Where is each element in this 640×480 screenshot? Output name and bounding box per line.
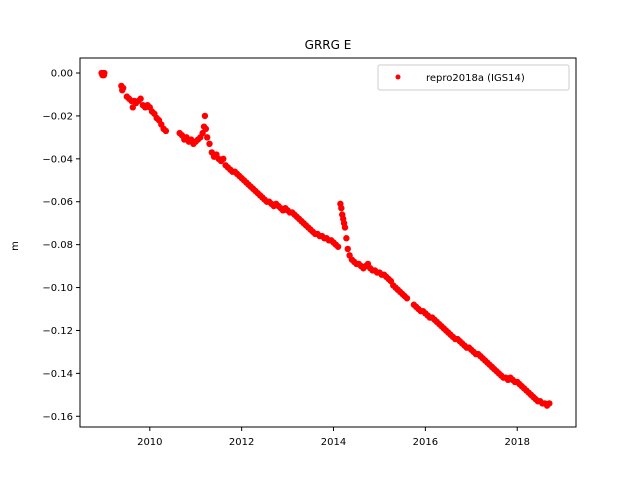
y-tick-label: −0.06	[42, 197, 73, 208]
x-tick-label: 2012	[229, 437, 254, 448]
y-tick-label: −0.08	[42, 240, 73, 251]
data-point	[162, 127, 170, 135]
y-tick-label: −0.02	[42, 111, 73, 122]
plot-area	[79, 57, 577, 428]
legend-label: repro2018a (IGS14)	[426, 73, 525, 84]
data-point	[403, 295, 411, 302]
legend-marker	[395, 74, 401, 80]
y-axis-label: m	[10, 241, 21, 251]
legend: repro2018a (IGS14)	[377, 64, 570, 91]
data-point	[338, 204, 345, 212]
y-tick-label: 0.00	[51, 69, 73, 80]
data-point	[202, 125, 210, 132]
x-tick-label: 2010	[137, 437, 162, 448]
data-point	[220, 155, 227, 163]
data-point	[546, 400, 553, 407]
y-tick-label: −0.12	[42, 326, 73, 337]
y-axis: 0.00 −0.02 −0.04 −0.06 −0.08 −0.10 −0.12 −0.14 −…	[42, 69, 80, 423]
data-point	[204, 134, 211, 141]
data-point	[343, 235, 350, 242]
data-point	[119, 84, 127, 92]
y-tick-label: −0.14	[42, 369, 73, 380]
data-point	[341, 224, 349, 231]
data-point	[206, 140, 213, 148]
x-tick-label: 2016	[413, 437, 438, 448]
chart-title: GRRG E	[305, 38, 352, 52]
data-points	[98, 69, 553, 409]
plot-frame	[79, 57, 577, 428]
data-point	[101, 69, 108, 77]
x-axis: 2010 2012 2014 2016 2018	[137, 427, 530, 448]
y-tick-label: −0.10	[42, 283, 73, 294]
data-point	[201, 112, 209, 120]
data-point	[137, 95, 144, 102]
data-point	[334, 243, 342, 250]
x-tick-label: 2018	[504, 437, 529, 448]
x-tick-label: 2014	[321, 437, 346, 448]
y-tick-label: −0.04	[42, 154, 73, 165]
y-tick-label: −0.16	[42, 412, 73, 423]
data-point	[344, 245, 351, 253]
legend-box	[377, 64, 570, 91]
